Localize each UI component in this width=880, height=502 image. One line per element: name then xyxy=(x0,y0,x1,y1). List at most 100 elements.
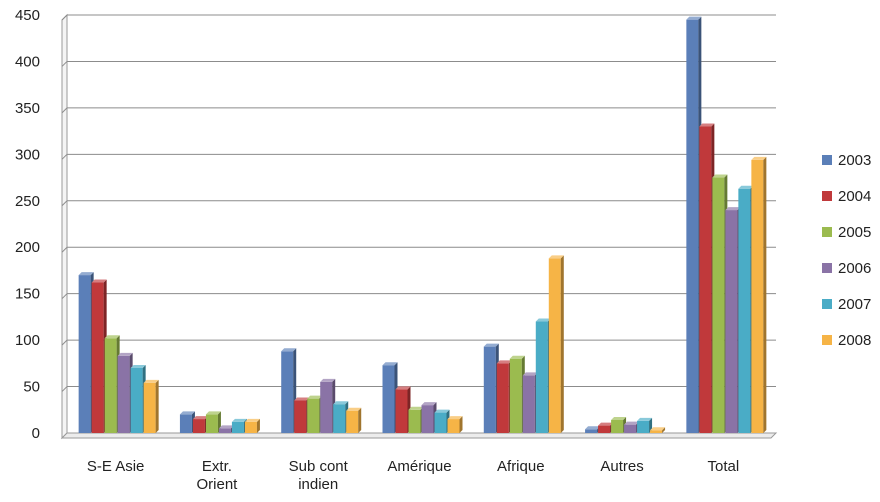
bar-top xyxy=(650,427,666,431)
gridline-side xyxy=(61,386,68,392)
bar-front xyxy=(307,398,320,433)
bar-front xyxy=(699,126,712,433)
bar-top xyxy=(78,272,94,276)
bar xyxy=(244,418,260,433)
y-tick-label: 100 xyxy=(15,332,40,349)
y-tick-label: 250 xyxy=(15,193,40,210)
legend-swatch xyxy=(822,227,832,237)
bar-front xyxy=(281,351,294,433)
legend: 2003 2004 2005 2006 2007 2008 xyxy=(822,152,871,349)
legend-swatch xyxy=(822,335,832,345)
bar xyxy=(712,174,728,434)
legend-label: 2005 xyxy=(838,224,871,241)
legend-swatch xyxy=(822,155,832,165)
gridline-side xyxy=(61,107,68,114)
bar-front xyxy=(117,355,130,433)
bar-front xyxy=(712,177,725,433)
bar-front xyxy=(522,375,535,433)
bar-front xyxy=(205,414,218,433)
bar-front xyxy=(395,389,408,433)
legend-label: 2007 xyxy=(838,296,871,313)
bar-top xyxy=(382,362,398,366)
x-tick-label-line: S-E Asie xyxy=(87,458,145,475)
bar xyxy=(548,255,564,433)
y-tick-label: 400 xyxy=(15,53,40,70)
bar-front xyxy=(333,404,346,433)
bar-front xyxy=(548,258,561,433)
gridline-side xyxy=(61,14,68,21)
bar-front xyxy=(686,19,699,434)
bar-front xyxy=(346,410,359,433)
bar-top xyxy=(421,402,437,406)
bar xyxy=(686,16,702,434)
y-tick-label: 150 xyxy=(15,286,40,303)
bar-top xyxy=(725,207,741,211)
bar-front xyxy=(611,419,624,433)
legend-label: 2008 xyxy=(838,332,871,349)
bar xyxy=(333,401,349,433)
bar-front xyxy=(421,405,434,433)
bar-top xyxy=(91,279,107,283)
bar-front xyxy=(244,421,257,433)
bar-front xyxy=(447,419,460,433)
bar xyxy=(725,207,741,433)
gridline-side xyxy=(61,246,68,253)
bar-front xyxy=(624,424,637,433)
legend-label: 2003 xyxy=(838,152,871,169)
bar-top xyxy=(496,360,512,364)
legend-item: 2008 xyxy=(822,332,871,349)
bar xyxy=(231,418,247,433)
bar-top xyxy=(179,411,195,415)
bar-top xyxy=(522,372,538,376)
bar xyxy=(307,395,323,433)
bar-side xyxy=(662,427,666,433)
legend-item: 2007 xyxy=(822,296,871,313)
x-tick-label-line: Amérique xyxy=(387,458,451,475)
bar-top xyxy=(143,379,159,383)
bar-front xyxy=(408,409,421,433)
bar xyxy=(624,421,640,433)
bar-top xyxy=(585,426,601,430)
bar-front xyxy=(738,188,751,433)
bar xyxy=(447,416,463,433)
x-tick-label: Amérique xyxy=(387,458,451,475)
bar-top xyxy=(738,185,754,189)
bar-top xyxy=(712,174,728,178)
x-tick-label: Afrique xyxy=(497,458,545,475)
bar-top xyxy=(117,352,133,356)
x-tick-label-line: indien xyxy=(298,476,338,493)
bar-top xyxy=(548,255,564,259)
y-tick-label: 300 xyxy=(15,146,40,163)
bar-top xyxy=(624,421,640,425)
gridline-side xyxy=(61,153,68,160)
bar-front xyxy=(218,428,231,433)
bar xyxy=(104,335,120,433)
bar-top xyxy=(294,397,310,401)
bar xyxy=(320,378,336,433)
y-tick-label: 350 xyxy=(15,100,40,117)
bar xyxy=(421,402,437,433)
bar xyxy=(205,411,221,433)
bar-top xyxy=(598,422,614,426)
side-wall xyxy=(61,13,68,440)
bar-front xyxy=(104,338,117,433)
x-tick-label-line: Extr. xyxy=(202,458,232,475)
bar-front xyxy=(650,430,663,433)
bar-front xyxy=(598,425,611,433)
x-tick-label: Extr. Orient xyxy=(196,458,238,493)
bar-side xyxy=(763,156,767,433)
x-tick-label-line: Sub cont xyxy=(289,458,349,475)
bar-front xyxy=(434,412,447,433)
bar-front xyxy=(320,381,333,433)
gridlines xyxy=(60,13,778,440)
bar xyxy=(395,386,411,433)
bar xyxy=(699,123,715,433)
y-tick-label: 450 xyxy=(15,7,40,24)
bar-front xyxy=(179,414,192,433)
bar-front xyxy=(535,321,548,433)
x-tick-label: Sub cont indien xyxy=(289,458,349,493)
bar xyxy=(637,417,653,433)
legend-item: 2005 xyxy=(822,224,871,241)
bar-side xyxy=(155,379,159,433)
